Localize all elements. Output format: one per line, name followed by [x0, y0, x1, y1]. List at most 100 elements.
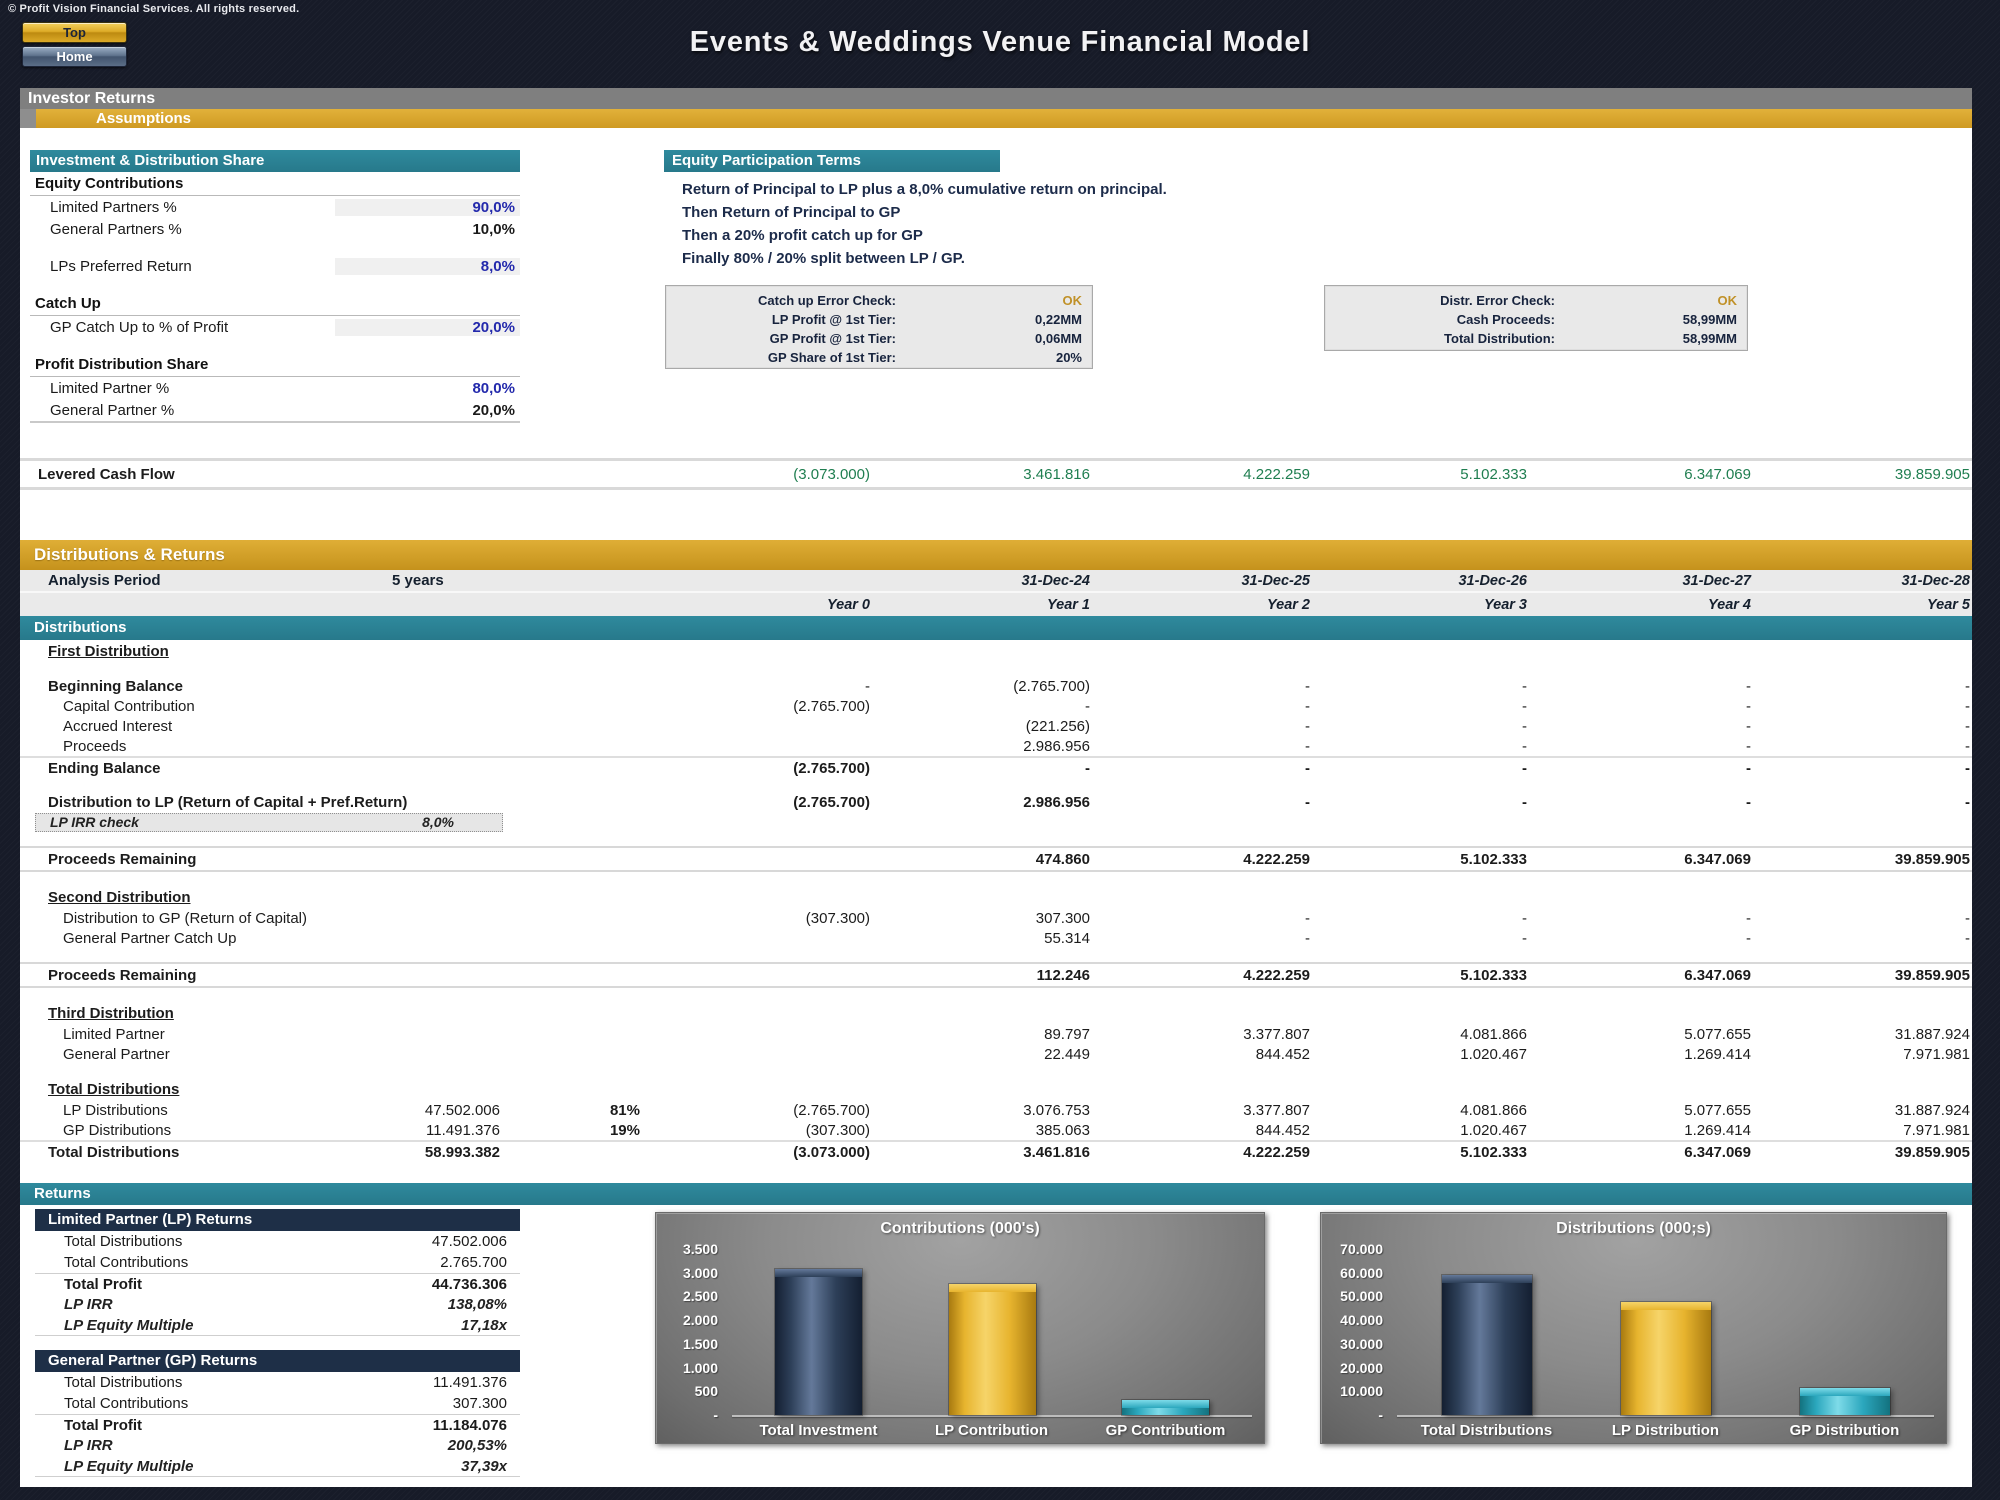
row-label: Ending Balance	[20, 760, 362, 777]
table-cell: (307.300)	[642, 1122, 872, 1139]
table-cell: 5 years	[362, 572, 502, 589]
returns-label: Total Distributions	[35, 1233, 340, 1250]
x-axis-category-label: LP Contribution	[905, 1422, 1078, 1439]
y-axis-tick-label: 2.000	[656, 1312, 718, 1328]
returns-value: 307.300	[340, 1395, 520, 1412]
distribution-error-check-box: Distr. Error Check:OKCash Proceeds:58,99…	[1324, 285, 1748, 351]
table-cell: Year 3	[1312, 597, 1529, 613]
x-axis-category-label: LP Distribution	[1576, 1422, 1755, 1439]
returns-row: LP Equity Multiple17,18x	[35, 1315, 520, 1336]
row-label: Distribution to GP (Return of Capital)	[20, 910, 362, 927]
table-cell: 4.081.866	[1312, 1102, 1529, 1119]
table-cell: 2.986.956	[872, 738, 1092, 755]
top-button[interactable]: Top	[22, 22, 127, 43]
table-row: Proceeds Remaining474.8604.222.2595.102.…	[20, 846, 1972, 872]
table-cell: 58.993.382	[362, 1144, 502, 1161]
returns-row: Total Profit44.736.306	[35, 1273, 520, 1294]
returns-label: Total Profit	[35, 1276, 340, 1293]
analysis-period-band: Analysis Period5 years31-Dec-2431-Dec-25…	[20, 570, 1972, 616]
chart-bar-top	[1621, 1302, 1711, 1310]
assumptions-bar-label: Assumptions	[36, 109, 1972, 128]
table-cell: 6.347.069	[1529, 1144, 1753, 1161]
spacer-row	[20, 948, 1972, 962]
check-label: GP Share of 1st Tier:	[666, 350, 896, 365]
table-cell: -	[1312, 794, 1529, 811]
table-cell: 7.971.981	[1753, 1122, 1972, 1139]
table-cell: Year 4	[1529, 597, 1753, 613]
table-cell: 47.502.006	[362, 1102, 502, 1119]
y-axis-tick-label: 40.000	[1321, 1312, 1383, 1328]
check-row: Distr. Error Check:OK	[1325, 291, 1747, 310]
check-label: LP Profit @ 1st Tier:	[666, 312, 896, 327]
assumption-label: GP Catch Up to % of Profit	[30, 319, 335, 336]
table-cell: Year 5	[1753, 597, 1972, 613]
table-cell: 6.347.069	[1529, 967, 1753, 984]
chart-bar-top	[949, 1284, 1036, 1292]
returns-value: 11.184.076	[340, 1417, 520, 1434]
row-label: Total Distributions	[20, 1144, 362, 1161]
chart-bar-top	[775, 1269, 862, 1277]
row-label: Levered Cash Flow	[20, 466, 362, 483]
table-row: Analysis Period5 years31-Dec-2431-Dec-25…	[20, 570, 1972, 593]
table-cell: -	[872, 698, 1092, 715]
y-axis-tick-label: 500	[656, 1383, 718, 1399]
returns-value: 44.736.306	[340, 1276, 520, 1293]
home-button[interactable]: Home	[22, 46, 127, 67]
y-axis-tick-label: 20.000	[1321, 1360, 1383, 1376]
table-cell: 5.102.333	[1312, 967, 1529, 984]
table-cell: -	[1529, 910, 1753, 927]
table-cell: (307.300)	[642, 910, 872, 927]
table-cell: 5.102.333	[1312, 1144, 1529, 1161]
row-label: GP Distributions	[20, 1122, 362, 1139]
assumption-value[interactable]: 90,0%	[335, 199, 520, 216]
returns-row: LP Equity Multiple37,39x	[35, 1456, 520, 1477]
table-cell: 81%	[502, 1102, 642, 1119]
returns-label: Total Contributions	[35, 1254, 340, 1271]
table-cell: 39.859.905	[1753, 466, 1972, 483]
x-axis-category-label: Total Distributions	[1397, 1422, 1576, 1439]
spacer-row	[30, 240, 520, 255]
table-cell: -	[1092, 910, 1312, 927]
table-cell: -	[1529, 760, 1753, 777]
assumption-row: General Partners %10,0%	[30, 218, 520, 240]
returns-value: 11.491.376	[340, 1374, 520, 1391]
investment-share-header: Investment & Distribution Share	[30, 150, 520, 172]
chart-bar	[1621, 1302, 1711, 1415]
row-label: Total Distributions	[20, 1081, 362, 1098]
table-cell: Year 0	[642, 597, 872, 613]
table-row: Year 0Year 1Year 2Year 3Year 4Year 5	[20, 593, 1972, 616]
chart-bar-top	[1800, 1388, 1890, 1396]
returns-row: Total Distributions47.502.006	[35, 1231, 520, 1252]
equity-term-line: Return of Principal to LP plus a 8,0% cu…	[682, 178, 1167, 201]
returns-row: Total Distributions11.491.376	[35, 1372, 520, 1393]
row-label: Proceeds Remaining	[20, 967, 362, 984]
chart-bar-top	[1122, 1400, 1209, 1408]
table-cell: 39.859.905	[1753, 1144, 1972, 1161]
row-label: Limited Partner	[20, 1026, 362, 1043]
row-label: General Partner	[20, 1046, 362, 1063]
table-cell: Year 1	[872, 597, 1092, 613]
row-label: Proceeds	[20, 738, 362, 755]
table-cell: (3.073.000)	[642, 466, 872, 483]
returns-row: LP IRR138,08%	[35, 1294, 520, 1315]
table-cell: 22.449	[872, 1046, 1092, 1063]
distributions-chart-plot: 70.00060.00050.00040.00030.00020.00010.0…	[1321, 1213, 1946, 1443]
assumption-value: 10,0%	[335, 221, 520, 238]
assumption-label: LPs Preferred Return	[30, 258, 335, 275]
table-row: Distribution to GP (Return of Capital) (3…	[20, 908, 1972, 928]
returns-row: Total Profit11.184.076	[35, 1414, 520, 1435]
table-cell: (2.765.700)	[872, 678, 1092, 695]
table-cell: Year 2	[1092, 597, 1312, 613]
table-cell: -	[1312, 698, 1529, 715]
distributions-chart: Distributions (000;s) 70.00060.00050.000…	[1320, 1212, 1947, 1444]
table-cell: -	[1529, 794, 1753, 811]
returns-label: Total Distributions	[35, 1374, 340, 1391]
distributions-table: First DistributionBeginning Balance-(2.7…	[20, 640, 1972, 1162]
x-axis-category-label: GP Distribution	[1755, 1422, 1934, 1439]
assumption-value[interactable]: 20,0%	[335, 319, 520, 336]
spacer-row	[20, 778, 1972, 792]
assumption-value[interactable]: 8,0%	[335, 258, 520, 275]
contributions-chart-plot: 3.5003.0002.5002.0001.5001.000500-Total …	[656, 1213, 1264, 1443]
check-row: GP Profit @ 1st Tier:0,06MM	[666, 329, 1092, 348]
table-cell: (2.765.700)	[642, 1102, 872, 1119]
